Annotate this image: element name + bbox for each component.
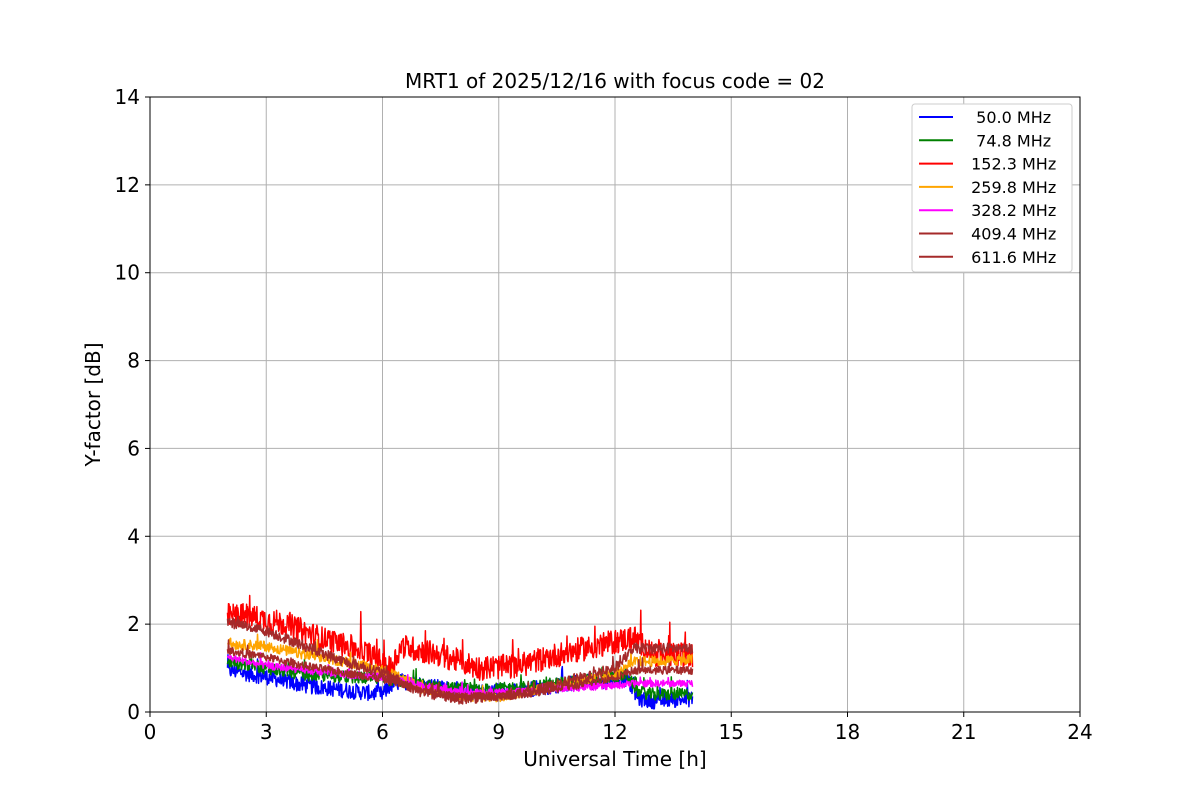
y-axis-label: Y-factor [dB] bbox=[81, 342, 105, 467]
x-axis-label: Universal Time [h] bbox=[523, 747, 706, 771]
series-line-2 bbox=[226, 594, 694, 681]
legend-label-2: 152.3 MHz bbox=[966, 155, 1056, 174]
series-line-4 bbox=[226, 652, 694, 697]
y-tick-label: 14 bbox=[115, 85, 140, 109]
x-tick-label: 18 bbox=[835, 720, 860, 744]
x-tick-label: 15 bbox=[719, 720, 744, 744]
y-tick-label: 2 bbox=[127, 612, 140, 636]
x-tick-label: 9 bbox=[492, 720, 505, 744]
legend-label-4: 328.2 MHz bbox=[966, 201, 1056, 220]
y-tick-label: 0 bbox=[127, 700, 140, 724]
y-tick-label: 10 bbox=[115, 261, 140, 285]
y-tick-label: 8 bbox=[127, 349, 140, 373]
legend-label-6: 611.6 MHz bbox=[966, 248, 1056, 267]
legend-label-3: 259.8 MHz bbox=[966, 178, 1056, 197]
y-tick-label: 6 bbox=[127, 436, 140, 460]
legend-label-1: 74.8 MHz bbox=[966, 131, 1051, 150]
legend-label-5: 409.4 MHz bbox=[966, 225, 1056, 244]
series-line-6 bbox=[226, 615, 694, 705]
x-tick-label: 0 bbox=[144, 720, 157, 744]
x-tick-label: 6 bbox=[376, 720, 389, 744]
legend-label-0: 50.0 MHz bbox=[966, 108, 1051, 127]
x-tick-label: 12 bbox=[602, 720, 627, 744]
series-group bbox=[226, 594, 694, 710]
legend: 50.0 MHz 74.8 MHz 152.3 MHz 259.8 MHz 32… bbox=[911, 103, 1073, 273]
x-tick-label: 21 bbox=[951, 720, 976, 744]
legend-items: 50.0 MHz 74.8 MHz 152.3 MHz 259.8 MHz 32… bbox=[919, 108, 1056, 267]
y-tick-label: 12 bbox=[115, 173, 140, 197]
series-line-5 bbox=[226, 639, 694, 702]
x-tick-label: 3 bbox=[260, 720, 273, 744]
x-tick-label: 24 bbox=[1067, 720, 1092, 744]
legend-box bbox=[911, 103, 1073, 273]
chart-title: MRT1 of 2025/12/16 with focus code = 02 bbox=[405, 69, 825, 93]
y-tick-label: 4 bbox=[127, 524, 140, 548]
